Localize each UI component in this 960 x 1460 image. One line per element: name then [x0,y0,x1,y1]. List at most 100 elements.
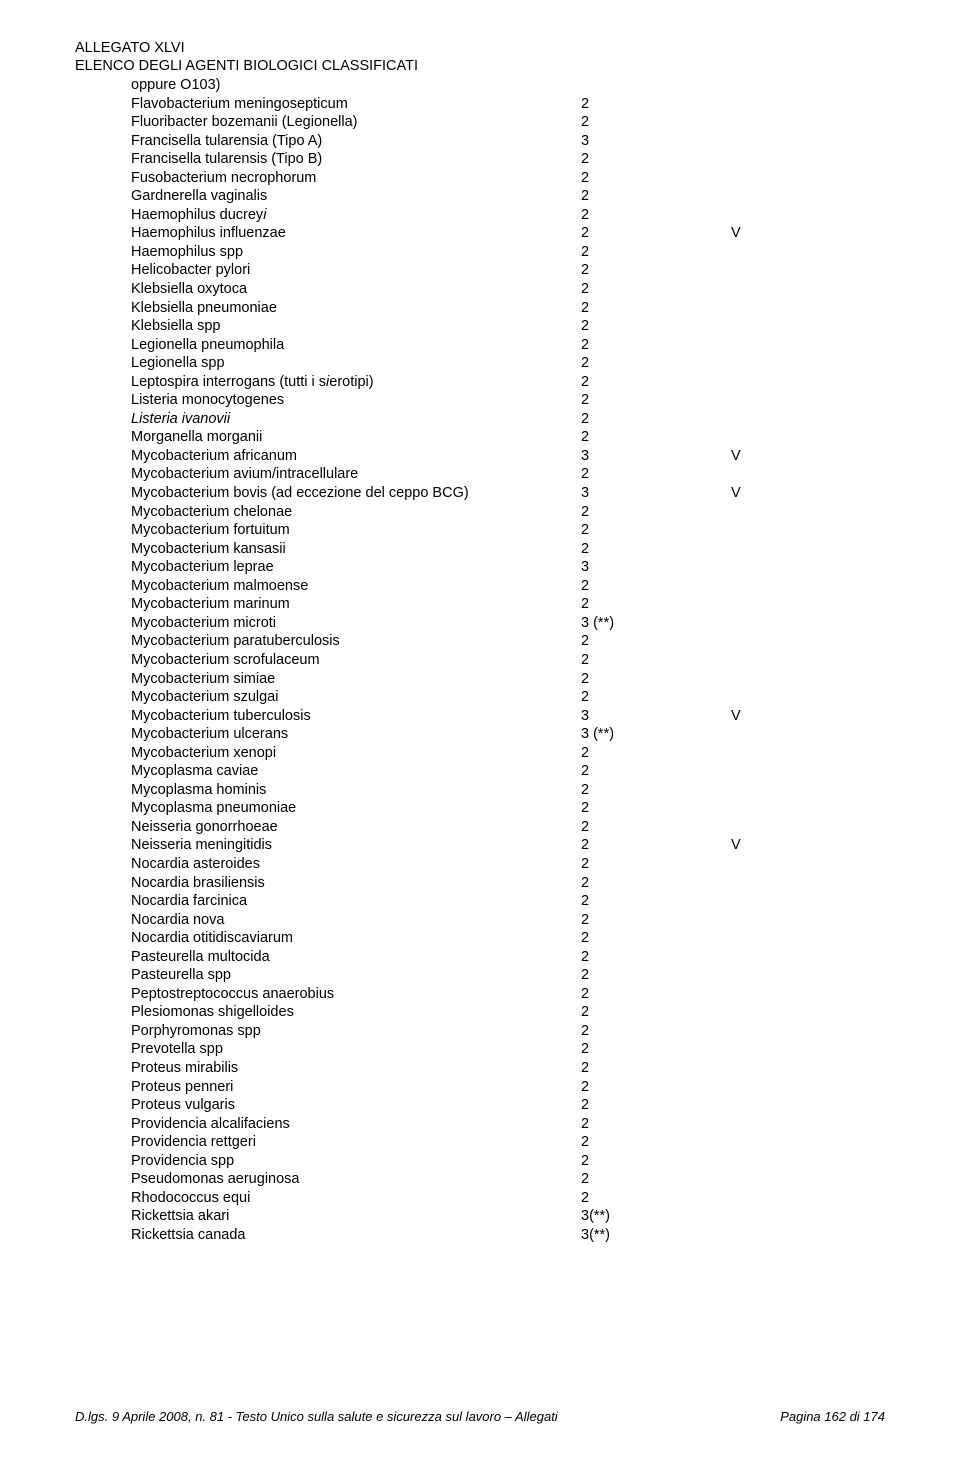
agent-note [731,911,791,930]
agent-value: 2 [581,855,731,874]
agent-note: V [731,707,791,726]
table-row: Mycobacterium fortuitum2 [131,521,885,540]
agent-name: Peptostreptococcus anaerobius [131,985,581,1004]
agent-note [731,892,791,911]
page-footer: D.lgs. 9 Aprile 2008, n. 81 - Testo Unic… [75,1409,885,1424]
agent-name: Haemophilus ducreyi [131,206,581,225]
agent-value: 2 [581,1170,731,1189]
table-row: Rickettsia canada3(**) [131,1226,885,1245]
table-row: Leptospira interrogans (tutti i sierotip… [131,373,885,392]
agent-value: 3(**) [581,1207,731,1226]
table-row: Klebsiella pneumoniae2 [131,299,885,318]
agent-value: 2 [581,966,731,985]
agent-note: V [731,836,791,855]
table-row: Providencia alcalifaciens2 [131,1115,885,1134]
table-row: Mycobacterium kansasii2 [131,540,885,559]
agent-note [731,1133,791,1152]
agent-name: Mycobacterium avium/intracellulare [131,465,581,484]
table-row: Providencia rettgeri2 [131,1133,885,1152]
footer-right: Pagina 162 di 174 [780,1409,885,1424]
table-row: Mycobacterium marinum2 [131,595,885,614]
agent-note [731,1207,791,1226]
footer-left: D.lgs. 9 Aprile 2008, n. 81 - Testo Unic… [75,1409,558,1424]
agent-value: 2 [581,929,731,948]
agent-name: Neisseria meningitidis [131,836,581,855]
agent-note [731,595,791,614]
agent-note [731,299,791,318]
agent-value: 2 [581,224,731,243]
table-row: Mycobacterium szulgai2 [131,688,885,707]
table-row: Rickettsia akari3(**) [131,1207,885,1226]
agent-name: Nocardia farcinica [131,892,581,911]
agent-value: 2 [581,187,731,206]
agent-name: Haemophilus influenzae [131,224,581,243]
agent-note [731,187,791,206]
agent-name: Mycobacterium chelonae [131,503,581,522]
table-row: Legionella pneumophila2 [131,336,885,355]
agent-value: 2 [581,150,731,169]
table-row: Mycobacterium microti3 (**) [131,614,885,633]
agent-name: Providencia spp [131,1152,581,1171]
agent-note [731,95,791,114]
agent-name: Mycobacterium simiae [131,670,581,689]
agent-note [731,503,791,522]
agent-value: 2 [581,1040,731,1059]
agent-name: Mycobacterium paratuberculosis [131,632,581,651]
table-row: Neisseria gonorrhoeae2 [131,818,885,837]
table-row: Mycobacterium bovis (ad eccezione del ce… [131,484,885,503]
table-row: Morganella morganii2 [131,428,885,447]
agent-note [731,150,791,169]
table-row: Nocardia nova2 [131,911,885,930]
header-allegato: ALLEGATO XLVI [75,40,885,56]
table-row: Mycobacterium scrofulaceum2 [131,651,885,670]
agent-name: Mycobacterium fortuitum [131,521,581,540]
agent-note [731,1022,791,1041]
agent-value: 3 [581,447,731,466]
agent-note [731,577,791,596]
agent-note [731,781,791,800]
agent-value: 2 [581,892,731,911]
agent-name: Proteus mirabilis [131,1059,581,1078]
table-row: Mycobacterium xenopi2 [131,744,885,763]
table-row: Haemophilus ducreyi2 [131,206,885,225]
agent-name: Nocardia otitidiscaviarum [131,929,581,948]
agent-note [731,966,791,985]
agent-value: 3 (**) [581,725,731,744]
header-indent: oppure O103) [131,76,885,95]
agent-note [731,558,791,577]
table-row: Prevotella spp2 [131,1040,885,1059]
agent-value: 2 [581,299,731,318]
agent-value: 2 [581,503,731,522]
table-row: Proteus vulgaris2 [131,1096,885,1115]
agent-note: V [731,484,791,503]
agent-note [731,428,791,447]
agent-value: 3 [581,558,731,577]
agent-name: Porphyromonas spp [131,1022,581,1041]
agent-note [731,1078,791,1097]
agent-value: 2 [581,317,731,336]
agent-note [731,1040,791,1059]
agent-name: Gardnerella vaginalis [131,187,581,206]
table-row: Porphyromonas spp2 [131,1022,885,1041]
table-row: Francisella tularensia (Tipo A)3 [131,132,885,151]
agent-note [731,818,791,837]
agent-name: Rickettsia canada [131,1226,581,1245]
agent-value: 2 [581,465,731,484]
agent-note [731,725,791,744]
table-row: Flavobacterium meningosepticum2 [131,95,885,114]
agent-name: Fluoribacter bozemanii (Legionella) [131,113,581,132]
agent-value: 2 [581,95,731,114]
agent-value: 2 [581,1078,731,1097]
table-row: Mycobacterium chelonae2 [131,503,885,522]
agent-name: Prevotella spp [131,1040,581,1059]
agent-name: Providencia alcalifaciens [131,1115,581,1134]
table-row: Mycobacterium paratuberculosis2 [131,632,885,651]
agent-note [731,855,791,874]
agent-note [731,540,791,559]
table-row: Mycobacterium malmoense2 [131,577,885,596]
table-row: Haemophilus spp2 [131,243,885,262]
agent-note [731,373,791,392]
agent-value: 2 [581,799,731,818]
agent-name: Listeria monocytogenes [131,391,581,410]
agent-name: Klebsiella oxytoca [131,280,581,299]
